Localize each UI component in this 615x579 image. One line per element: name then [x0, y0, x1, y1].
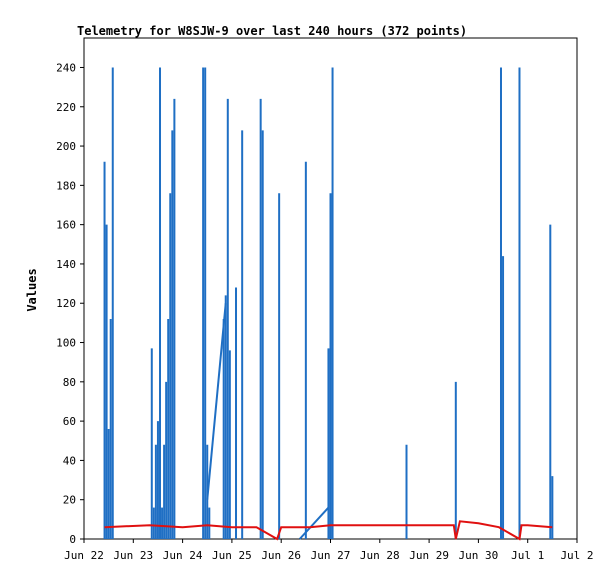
y-tick-label: 200	[56, 140, 76, 153]
y-tick-label: 240	[56, 61, 76, 74]
x-tick-label: Jun 22	[64, 549, 104, 562]
ramp-line	[206, 303, 227, 500]
x-tick-label: Jun 27	[311, 549, 351, 562]
y-tick-label: 180	[56, 179, 76, 192]
y-tick-label: 0	[69, 533, 76, 546]
chart-title: Telemetry for W8SJW-9 over last 240 hour…	[77, 24, 467, 38]
y-tick-label: 140	[56, 258, 76, 271]
axis-layer: 0 20 40 60 80 100 120 140 160 180 200 220 240 Jun 22 J…	[56, 61, 593, 562]
y-tick-label: 20	[63, 494, 76, 507]
y-tick-label: 220	[56, 101, 76, 114]
y-tick-label: 40	[63, 454, 76, 467]
x-tick-label: Jul 2	[560, 549, 593, 562]
y-tick-label: 60	[63, 415, 76, 428]
y-tick-label: 80	[63, 376, 76, 389]
baseline-series-line	[104, 520, 553, 541]
y-tick-label: 100	[56, 337, 76, 350]
x-tick-label: Jun 25	[212, 549, 252, 562]
x-tick-label: Jun 23	[113, 549, 153, 562]
x-tick-label: Jun 24	[163, 549, 203, 562]
y-tick-label: 120	[56, 297, 76, 310]
y-tick-label: 160	[56, 219, 76, 232]
x-tick-label: Jun 28	[360, 549, 400, 562]
y-axis-label: Values	[25, 268, 39, 311]
x-tick-label: Jun 29	[409, 549, 449, 562]
series-layer	[103, 67, 554, 541]
x-tick-label: Jul 1	[511, 549, 544, 562]
x-tick-label: Jun 26	[261, 549, 301, 562]
x-tick-label: Jun 30	[459, 549, 499, 562]
ramp-line	[298, 506, 330, 540]
